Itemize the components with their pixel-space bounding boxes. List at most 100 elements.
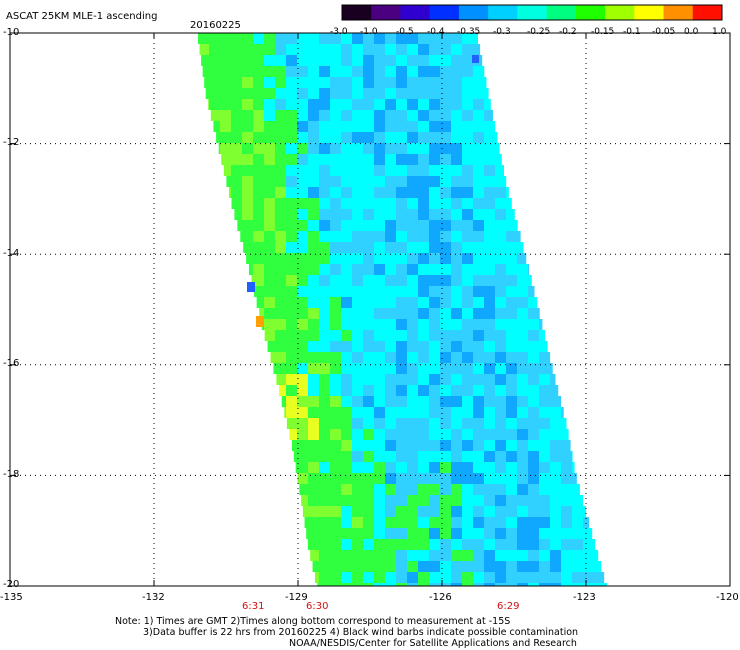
swath-cell <box>330 374 341 385</box>
swath-cell <box>407 528 418 539</box>
swath-cell <box>204 77 209 88</box>
swath-cell <box>293 451 297 462</box>
swath-cell <box>385 209 396 220</box>
swath-cell <box>451 495 462 506</box>
swath-cell <box>407 473 418 484</box>
swath-cell <box>473 99 484 110</box>
swath-cell <box>308 77 319 88</box>
swath-cell <box>308 319 319 330</box>
swath-cell <box>363 231 374 242</box>
swath-cell <box>451 33 462 44</box>
swath-cell <box>561 550 572 561</box>
swath-cell <box>312 561 319 572</box>
swath-cell <box>341 495 352 506</box>
swath-cell <box>572 550 583 561</box>
swath-cell <box>418 110 429 121</box>
swath-cell <box>231 66 242 77</box>
swath-cell <box>539 528 550 539</box>
colorbar-cell <box>517 5 548 20</box>
swath-cell <box>429 286 440 297</box>
swath-cell <box>319 286 330 297</box>
swath-cell <box>385 418 396 429</box>
swath-cell <box>319 209 330 220</box>
swath-cell <box>264 66 275 77</box>
swath-cell <box>275 352 286 363</box>
swath-cell <box>341 440 352 451</box>
swath-cell <box>363 495 374 506</box>
swath-cell <box>418 253 429 264</box>
swath-cell <box>363 143 374 154</box>
swath-cell <box>572 462 575 473</box>
swath-cell <box>341 550 352 561</box>
swath-cell <box>506 198 512 209</box>
swath-cell <box>506 429 517 440</box>
swath-cell <box>462 528 473 539</box>
swath-cell <box>286 352 297 363</box>
swath-cell <box>418 572 429 583</box>
swath-cell <box>297 55 308 66</box>
swath-cell <box>407 583 418 586</box>
swath-cell <box>286 66 297 77</box>
swath-cell <box>319 165 330 176</box>
swath-cell <box>407 374 418 385</box>
swath-cell <box>572 484 580 495</box>
swath-cell <box>308 517 319 528</box>
swath-cell <box>319 550 330 561</box>
swath-cell <box>242 132 253 143</box>
swath-cell <box>407 99 418 110</box>
swath-cell <box>330 44 341 55</box>
footer-note-2: 3)Data buffer is 22 hrs from 20160225 4)… <box>143 627 579 638</box>
swath-cell <box>495 231 506 242</box>
swath-cell <box>385 264 396 275</box>
swath-cell <box>286 88 297 99</box>
swath-cell <box>429 517 440 528</box>
swath-cell <box>363 550 374 561</box>
swath-cell <box>550 495 561 506</box>
swath-cell <box>385 187 396 198</box>
colorbar-cell <box>429 5 460 20</box>
swath-cell <box>385 319 396 330</box>
swath-cell <box>363 44 374 55</box>
swath-cell <box>251 275 253 286</box>
swath-cell <box>297 462 308 473</box>
swath-cell <box>550 539 561 550</box>
swath-cell <box>352 429 363 440</box>
swath-cell <box>385 154 396 165</box>
swath-cell <box>297 363 308 374</box>
swath-cell <box>517 539 528 550</box>
swath-cell <box>495 319 506 330</box>
swath-cell <box>583 539 594 550</box>
swath-cell <box>297 396 308 407</box>
swath-cell <box>242 176 253 187</box>
swath-cell <box>429 143 440 154</box>
swath-cell <box>242 165 253 176</box>
swath-cell <box>352 451 363 462</box>
swath-cell <box>407 253 418 264</box>
swath-cell <box>594 539 596 550</box>
swath-cell <box>286 209 297 220</box>
swath-cell <box>418 517 429 528</box>
swath-cell <box>473 517 484 528</box>
pass-time: 6:30 <box>306 601 329 612</box>
swath-cell <box>264 264 275 275</box>
swath-cell <box>292 440 297 451</box>
swath-cell <box>220 88 231 99</box>
swath-cell <box>407 429 418 440</box>
swath-cell <box>495 341 506 352</box>
swath-cell <box>341 462 352 473</box>
swath-cell <box>396 374 407 385</box>
swath-cell <box>583 506 587 517</box>
lat-label: -14 <box>3 248 20 259</box>
swath-cell <box>264 132 275 143</box>
swath-cell <box>341 407 352 418</box>
colorbar-cell <box>692 5 723 20</box>
swath-cell <box>396 561 407 572</box>
swath-cell <box>418 550 429 561</box>
swath-cell <box>297 143 308 154</box>
swath-cell <box>484 330 495 341</box>
swath-cell <box>506 396 517 407</box>
swath-cell <box>517 396 528 407</box>
swath-cell <box>242 55 253 66</box>
swath-cell <box>429 297 440 308</box>
swath-cell <box>484 77 487 88</box>
